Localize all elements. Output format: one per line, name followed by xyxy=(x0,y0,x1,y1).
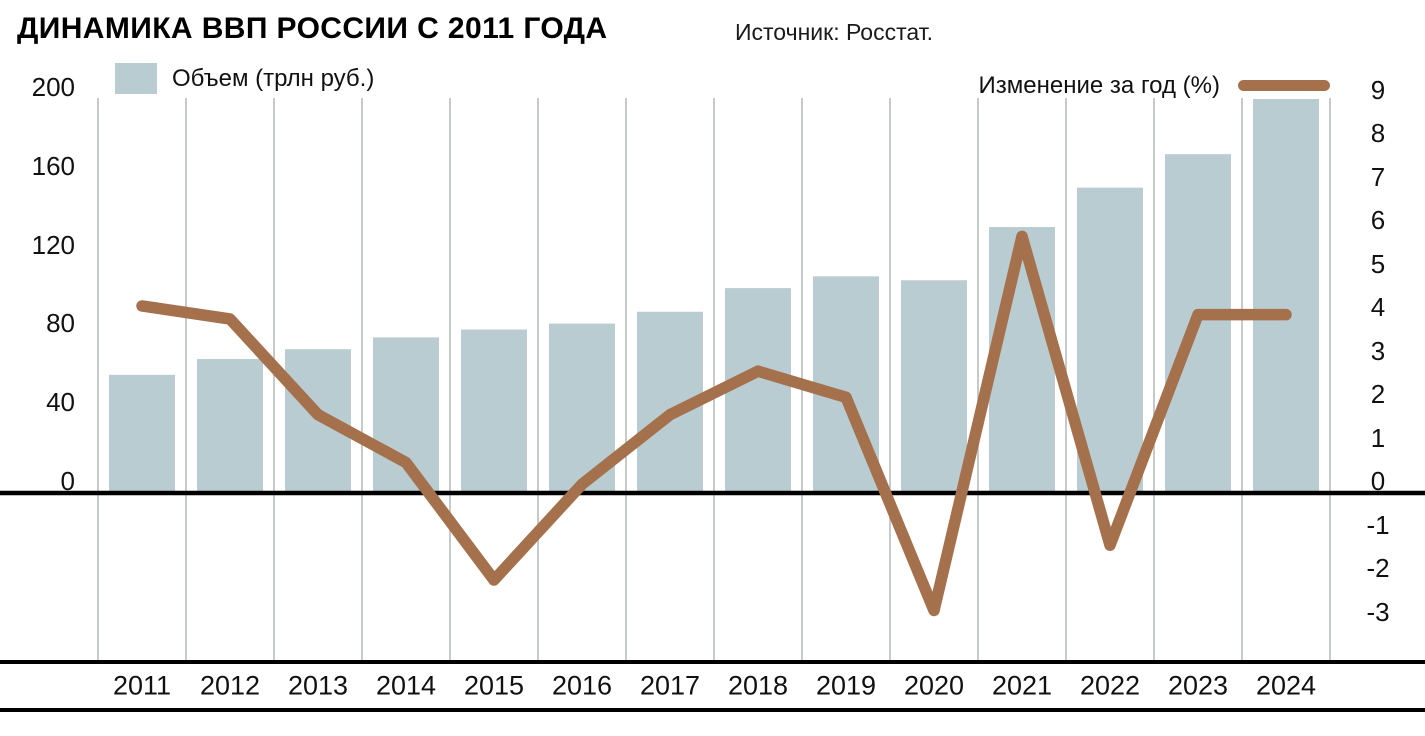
year-label-2016: 2016 xyxy=(551,670,613,701)
right-axis-tick--3: -3 xyxy=(1366,596,1390,627)
left-axis-tick-80: 80 xyxy=(46,308,75,339)
year-label-2014: 2014 xyxy=(375,670,437,701)
bar-2012 xyxy=(197,359,263,493)
year-label-2015: 2015 xyxy=(463,670,525,701)
bar-2020 xyxy=(901,280,967,493)
year-label-2017: 2017 xyxy=(639,670,701,701)
year-label-2021: 2021 xyxy=(991,670,1053,701)
right-axis-tick-6: 6 xyxy=(1370,205,1386,235)
legend-change: Изменение за год (%) xyxy=(979,70,1330,101)
year-label-2011: 2011 xyxy=(112,670,172,701)
right-axis-tick-1: 1 xyxy=(1370,422,1386,453)
bar-2015 xyxy=(461,329,527,493)
right-axis-tick-5: 5 xyxy=(1370,248,1386,279)
year-label-2018: 2018 xyxy=(727,670,789,701)
growth-line xyxy=(136,230,1292,617)
bar-2024 xyxy=(1253,99,1319,493)
left-axis-tick-0: 0 xyxy=(60,466,75,496)
change-legend-label: Изменение за год (%) xyxy=(978,72,1220,99)
volume-legend-swatch-icon xyxy=(115,63,157,94)
bar-2022 xyxy=(1077,187,1143,493)
right-axis-tick-0: 0 xyxy=(1370,466,1386,496)
right-axis-tick-8: 8 xyxy=(1370,118,1386,148)
right-axis-tick-2: 2 xyxy=(1370,379,1386,409)
right-axis-tick--1: -1 xyxy=(1366,509,1390,540)
chart-title: ДИНАМИКА ВВП РОССИИ С 2011 ГОДА xyxy=(17,12,608,45)
left-axis-tick-200: 200 xyxy=(31,72,75,102)
left-axis-tick-160: 160 xyxy=(31,150,75,181)
right-axis-tick-9: 9 xyxy=(1370,74,1386,105)
left-axis-tick-120: 120 xyxy=(31,229,75,260)
year-label-2019: 2019 xyxy=(815,670,877,701)
change-legend-line-icon xyxy=(1238,80,1330,91)
right-axis-tick--2: -2 xyxy=(1366,553,1390,583)
bar-2011 xyxy=(109,374,175,493)
volume-legend-label: Объем (трлн руб.) xyxy=(172,65,375,92)
bar-2018 xyxy=(725,288,791,493)
bar-2021 xyxy=(989,227,1055,494)
year-label-2024: 2024 xyxy=(1255,670,1317,701)
source-label: Источник: Росстат. xyxy=(735,19,934,45)
year-label-2012: 2012 xyxy=(199,670,261,701)
right-axis-tick-7: 7 xyxy=(1370,161,1386,192)
year-label-2022: 2022 xyxy=(1079,670,1141,701)
year-label-2020: 2020 xyxy=(903,670,965,701)
year-label-2013: 2013 xyxy=(287,670,349,701)
right-axis-tick-3: 3 xyxy=(1370,335,1386,366)
left-axis-tick-40: 40 xyxy=(46,387,75,418)
year-label-2023: 2023 xyxy=(1167,670,1229,701)
legend-volume: Объем (трлн руб.) xyxy=(115,63,374,94)
right-axis-tick-4: 4 xyxy=(1370,292,1386,322)
